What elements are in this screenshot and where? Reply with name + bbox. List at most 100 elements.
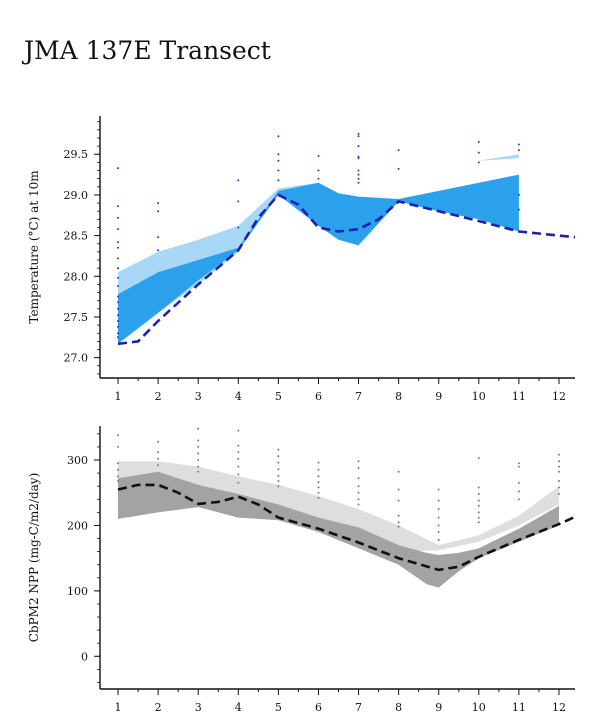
x-tick-label: 9 (435, 390, 442, 403)
observation-point (357, 145, 360, 148)
observation-point (317, 154, 320, 157)
band-light-area (118, 461, 559, 552)
observation-point (197, 452, 200, 455)
observation-point (157, 249, 160, 252)
observation-point (477, 516, 480, 519)
observation-point (117, 480, 119, 482)
observation-point (117, 325, 119, 328)
x-tick-label: 5 (275, 701, 282, 714)
observation-point (437, 524, 440, 527)
x-tick-label: 10 (472, 390, 486, 403)
observation-point (237, 473, 240, 476)
x-tick-label: 1 (115, 701, 122, 714)
observation-point (558, 460, 560, 463)
observation-point (117, 462, 119, 465)
observation-point (157, 202, 160, 205)
y-tick-label: 200 (67, 519, 88, 532)
observation-point (477, 141, 480, 143)
observation-point (237, 200, 240, 203)
observation-point (437, 508, 440, 511)
observation-point (357, 498, 360, 501)
x-tick-label: 12 (552, 390, 566, 403)
observation-point (517, 490, 520, 493)
observation-point (117, 205, 119, 208)
observation-point (517, 465, 520, 468)
x-tick-label: 9 (435, 701, 442, 714)
observation-point (197, 427, 200, 430)
y-axis-title: Temperature (°C) at 10m (27, 170, 41, 324)
y-tick-label: 100 (67, 585, 88, 598)
observation-point (317, 461, 320, 464)
observation-point (477, 511, 480, 514)
observation-point (357, 169, 360, 172)
observation-point (277, 169, 280, 172)
observation-point (117, 276, 119, 279)
x-tick-label: 4 (235, 390, 242, 403)
observation-point (237, 179, 240, 182)
observation-point (397, 149, 400, 152)
x-tick-label: 3 (195, 390, 202, 403)
observation-point (477, 504, 480, 507)
observation-point (277, 468, 280, 471)
climatology-line (117, 483, 576, 572)
observation-point (558, 470, 560, 473)
y-axis-title: CbPM2 NPP (mg-C/m2/day) (27, 473, 41, 643)
observation-point (357, 173, 360, 176)
observation-point (157, 464, 160, 467)
observation-point (157, 210, 160, 213)
observation-point (558, 480, 560, 482)
y-tick-label: 0 (81, 650, 88, 663)
x-tick-label: 6 (315, 701, 322, 714)
observation-point (437, 499, 440, 502)
band-light-area (118, 154, 519, 344)
x-tick-label: 6 (315, 390, 322, 403)
observation-point (117, 320, 119, 322)
observation-point (517, 498, 520, 501)
observation-point (117, 241, 119, 244)
observation-point (357, 503, 360, 506)
observation-point (277, 179, 280, 182)
x-tick-label: 11 (512, 701, 526, 714)
observation-point (117, 246, 119, 249)
observation-point (277, 159, 280, 162)
observation-point (397, 514, 400, 517)
observation-point (357, 132, 360, 135)
observation-point (317, 497, 320, 499)
observation-point (237, 226, 240, 229)
observation-point (117, 228, 119, 231)
observation-point (237, 444, 240, 447)
x-tick-label: 4 (235, 701, 242, 714)
observation-point (357, 477, 360, 480)
observation-point (237, 429, 240, 432)
climatology-line (117, 193, 576, 346)
observation-point (277, 485, 280, 488)
observation-point (477, 493, 480, 495)
observation-point (558, 453, 560, 456)
observation-point (277, 480, 280, 482)
chart-panel-1: 1 2 3 4 5 6 7 8 9 10 11 1227.027.528.028.529.029.5T… (27, 116, 576, 403)
observation-point (357, 135, 360, 138)
observation-point (357, 466, 360, 469)
observation-point (357, 460, 360, 463)
observation-point (197, 459, 200, 461)
observation-point (117, 314, 119, 317)
observation-point (437, 516, 440, 519)
observation-point (558, 493, 560, 495)
observation-point (157, 451, 160, 454)
y-tick-label: 300 (67, 454, 88, 467)
observation-point (317, 468, 320, 471)
observation-point (517, 208, 520, 211)
observation-point (317, 491, 320, 494)
observation-point (477, 161, 480, 164)
observation-point (317, 475, 320, 478)
x-tick-label: 2 (155, 701, 162, 714)
observation-point (117, 468, 119, 471)
observation-point (517, 143, 520, 146)
x-tick-label: 7 (355, 701, 362, 714)
observation-point (357, 177, 360, 180)
observation-point (117, 257, 119, 260)
observation-point (237, 451, 240, 454)
observation-point (277, 461, 280, 464)
observation-point (277, 448, 280, 451)
